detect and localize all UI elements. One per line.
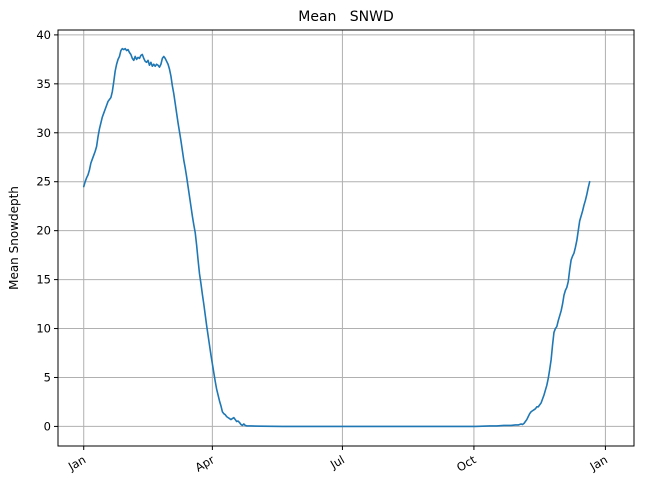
y-tick-label: 20 bbox=[36, 224, 51, 238]
y-tick-label: 15 bbox=[36, 273, 51, 287]
series-line-layer bbox=[82, 47, 591, 428]
y-tick-label: 30 bbox=[36, 126, 51, 140]
y-tick-label: 40 bbox=[36, 28, 51, 42]
y-axis-label: Mean Snowdepth bbox=[7, 186, 21, 290]
y-tick-label: 35 bbox=[36, 77, 51, 91]
y-tick-label: 10 bbox=[36, 322, 51, 336]
chart-title: Mean SNWD bbox=[298, 9, 393, 25]
y-tick-label: 5 bbox=[44, 370, 51, 384]
grid-lines bbox=[58, 30, 634, 446]
plot-area-frame bbox=[57, 29, 635, 447]
y-tick-label: 25 bbox=[36, 175, 51, 189]
x-tick-label: Jul bbox=[327, 452, 347, 472]
snowdepth-series-line bbox=[82, 47, 591, 428]
y-tick-label: 0 bbox=[44, 419, 51, 433]
